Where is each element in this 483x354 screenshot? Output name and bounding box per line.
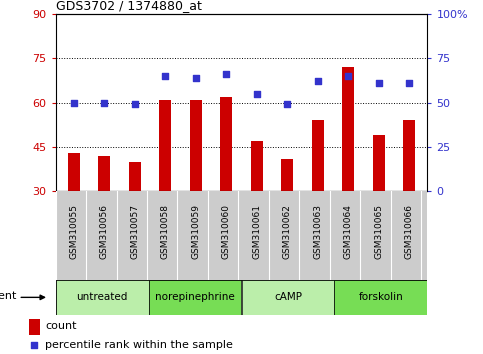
Text: forskolin: forskolin: [358, 292, 403, 302]
Text: count: count: [45, 321, 77, 331]
Bar: [28, 319, 41, 335]
Point: [344, 73, 352, 79]
Bar: [149, 280, 242, 315]
Bar: [403, 120, 415, 191]
Text: GSM310066: GSM310066: [405, 205, 413, 259]
Point: [131, 102, 139, 107]
Bar: [190, 100, 202, 191]
Point: [192, 75, 199, 81]
Text: GSM310058: GSM310058: [161, 205, 170, 259]
Bar: [128, 162, 141, 191]
Text: cAMP: cAMP: [274, 292, 302, 302]
Point: [70, 100, 78, 105]
Text: GSM310061: GSM310061: [252, 205, 261, 259]
Text: GSM310056: GSM310056: [100, 205, 109, 259]
Bar: [98, 156, 111, 191]
Bar: [251, 141, 263, 191]
Bar: [312, 120, 324, 191]
Point: [314, 79, 322, 84]
Bar: [56, 280, 149, 315]
Point: [100, 100, 108, 105]
Bar: [68, 153, 80, 191]
Text: untreated: untreated: [76, 292, 128, 302]
Text: GSM310057: GSM310057: [130, 205, 139, 259]
Text: GSM310065: GSM310065: [374, 205, 383, 259]
Text: GSM310062: GSM310062: [283, 205, 292, 259]
Point: [405, 80, 413, 86]
Bar: [220, 97, 232, 191]
Text: GSM310055: GSM310055: [70, 205, 78, 259]
Text: agent: agent: [0, 291, 16, 301]
Text: GSM310064: GSM310064: [344, 205, 353, 259]
Bar: [159, 100, 171, 191]
Bar: [242, 280, 334, 315]
Point: [375, 80, 383, 86]
Point: [222, 72, 230, 77]
Point: [161, 73, 169, 79]
Text: norepinephrine: norepinephrine: [155, 292, 235, 302]
Point: [30, 343, 38, 348]
Point: [253, 91, 261, 97]
Bar: [342, 67, 355, 191]
Bar: [334, 280, 427, 315]
Bar: [281, 159, 293, 191]
Text: GSM310059: GSM310059: [191, 205, 200, 259]
Text: GSM310063: GSM310063: [313, 205, 322, 259]
Bar: [372, 135, 385, 191]
Text: GDS3702 / 1374880_at: GDS3702 / 1374880_at: [56, 0, 201, 12]
Point: [284, 102, 291, 107]
Text: GSM310060: GSM310060: [222, 205, 231, 259]
Text: percentile rank within the sample: percentile rank within the sample: [45, 341, 233, 350]
